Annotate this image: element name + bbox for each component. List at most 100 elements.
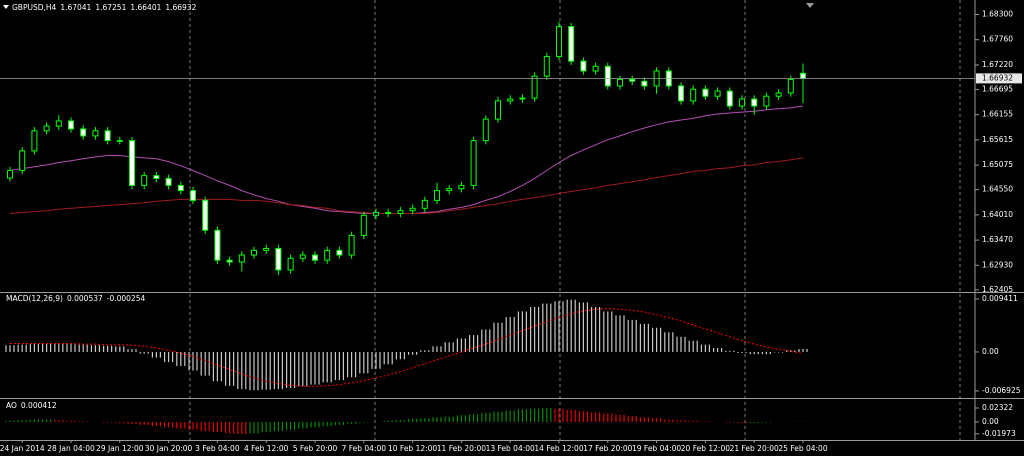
indicator-value: -0.000254 [107,294,146,303]
candle-body [287,257,294,271]
chart-header: GBPUSD,H4 1.67041 1.67251 1.66401 1.66932 [12,3,197,12]
candle-body [739,98,745,107]
candle-body [397,210,404,214]
frame [0,0,1024,441]
candle-body [226,259,233,263]
candle-body [385,212,392,214]
candle-body [556,26,562,58]
candle-body [617,78,623,87]
candle-body [116,140,123,142]
candle-body [31,130,38,152]
x-tick-label: 5 Feb 20:00 [293,444,338,453]
x-tick-label: 21 Feb 20:00 [730,444,779,453]
y-tick-label: 0.00 [982,347,999,356]
candle-body [800,72,806,79]
x-tick-label: 3 Feb 04:00 [195,444,240,453]
candle-body [129,140,135,186]
candle-body [251,249,257,256]
candle-body [275,247,282,271]
y-tick-label: 1.62930 [982,260,1013,269]
candle-body [580,60,587,72]
candle-body [446,188,453,192]
y-tick-label: 1.62405 [982,285,1013,294]
candle-body [678,85,684,102]
candle-body [238,254,245,263]
x-tick-label: 10 Feb 12:00 [388,444,437,453]
time-grid [189,0,961,440]
x-tick-label: 28 Jan 04:00 [47,444,95,453]
candle-body [763,95,770,107]
candle-body [592,65,599,72]
candle-body [409,207,416,212]
y-tick-label: 1.65615 [982,135,1013,144]
candle-body [507,98,514,102]
y-tick-label: 1.67220 [982,60,1013,69]
candle-body [153,175,160,179]
y-tick-label: 1.65075 [982,160,1013,169]
x-tick-label: 24 Jan 2014 [0,444,45,453]
candle-body [214,229,221,261]
ohlc-value: 1.67251 [95,3,126,12]
price-label: 1.66932 [982,73,1013,82]
indicator-name: MACD(12,26,9) [6,294,63,303]
x-tick-label: 17 Feb 20:00 [583,444,632,453]
symbol: GBPUSD,H4 [12,3,57,12]
candle-body [434,190,440,201]
indicator-value: 0.000412 [21,401,57,410]
candle-body [787,78,794,94]
y-tick-label: -0.01973 [982,429,1016,438]
candle-body [312,254,318,261]
candle-body [263,247,270,251]
y-tick-label: 1.63470 [982,235,1013,244]
x-tick-label: 30 Jan 20:00 [145,444,193,453]
x-tick-label: 20 Feb 12:00 [681,444,730,453]
y-tick-label: 0.00 [982,417,999,426]
candle-body [470,140,477,186]
y-tick-label: 1.67760 [982,35,1013,44]
x-tick-label: 4 Feb 12:00 [244,444,289,453]
candle-body [360,214,367,236]
x-tick-label: 25 Feb 04:00 [778,444,827,453]
indicator-value: 0.000537 [67,294,103,303]
y-tick-label: 1.68300 [982,9,1013,18]
y-tick-label: -0.006925 [982,386,1021,395]
candle-body [177,184,184,192]
candle-body [629,78,636,82]
candle-body [92,130,99,137]
candle-body [690,88,697,102]
candle-body [324,249,331,261]
signal-line [10,308,804,387]
y-tick-label: 0.02322 [982,403,1013,412]
candle-body [165,177,172,186]
candle-body [373,212,379,216]
candle-body [348,234,355,256]
candle-body [775,92,782,97]
ohlc-value: 1.66401 [130,3,161,12]
ohlc-value: 1.66932 [165,3,196,12]
x-tick-label: 29 Jan 12:00 [96,444,144,453]
moving-average [9,157,804,214]
candle-body [80,128,87,137]
candle-body [531,75,538,99]
candle-body [751,98,758,107]
x-tick-label: 14 Feb 12:00 [534,444,583,453]
candle-body [104,130,111,142]
candle-body [55,120,62,127]
menu-arrow [3,5,9,9]
candle-body [421,199,428,209]
candle-body [458,184,465,190]
candle-body [641,80,648,87]
candle-body [482,118,489,142]
candle-body [702,88,709,97]
x-tick-label: 13 Feb 04:00 [486,444,535,453]
candle-body [299,254,306,259]
candle-body [202,199,209,231]
candle-body [43,125,50,132]
candle-body [726,90,733,107]
y-tick-label: 0.009411 [982,294,1018,303]
candle-body [68,120,74,130]
x-tick-label: 11 Feb 20:00 [437,444,486,453]
